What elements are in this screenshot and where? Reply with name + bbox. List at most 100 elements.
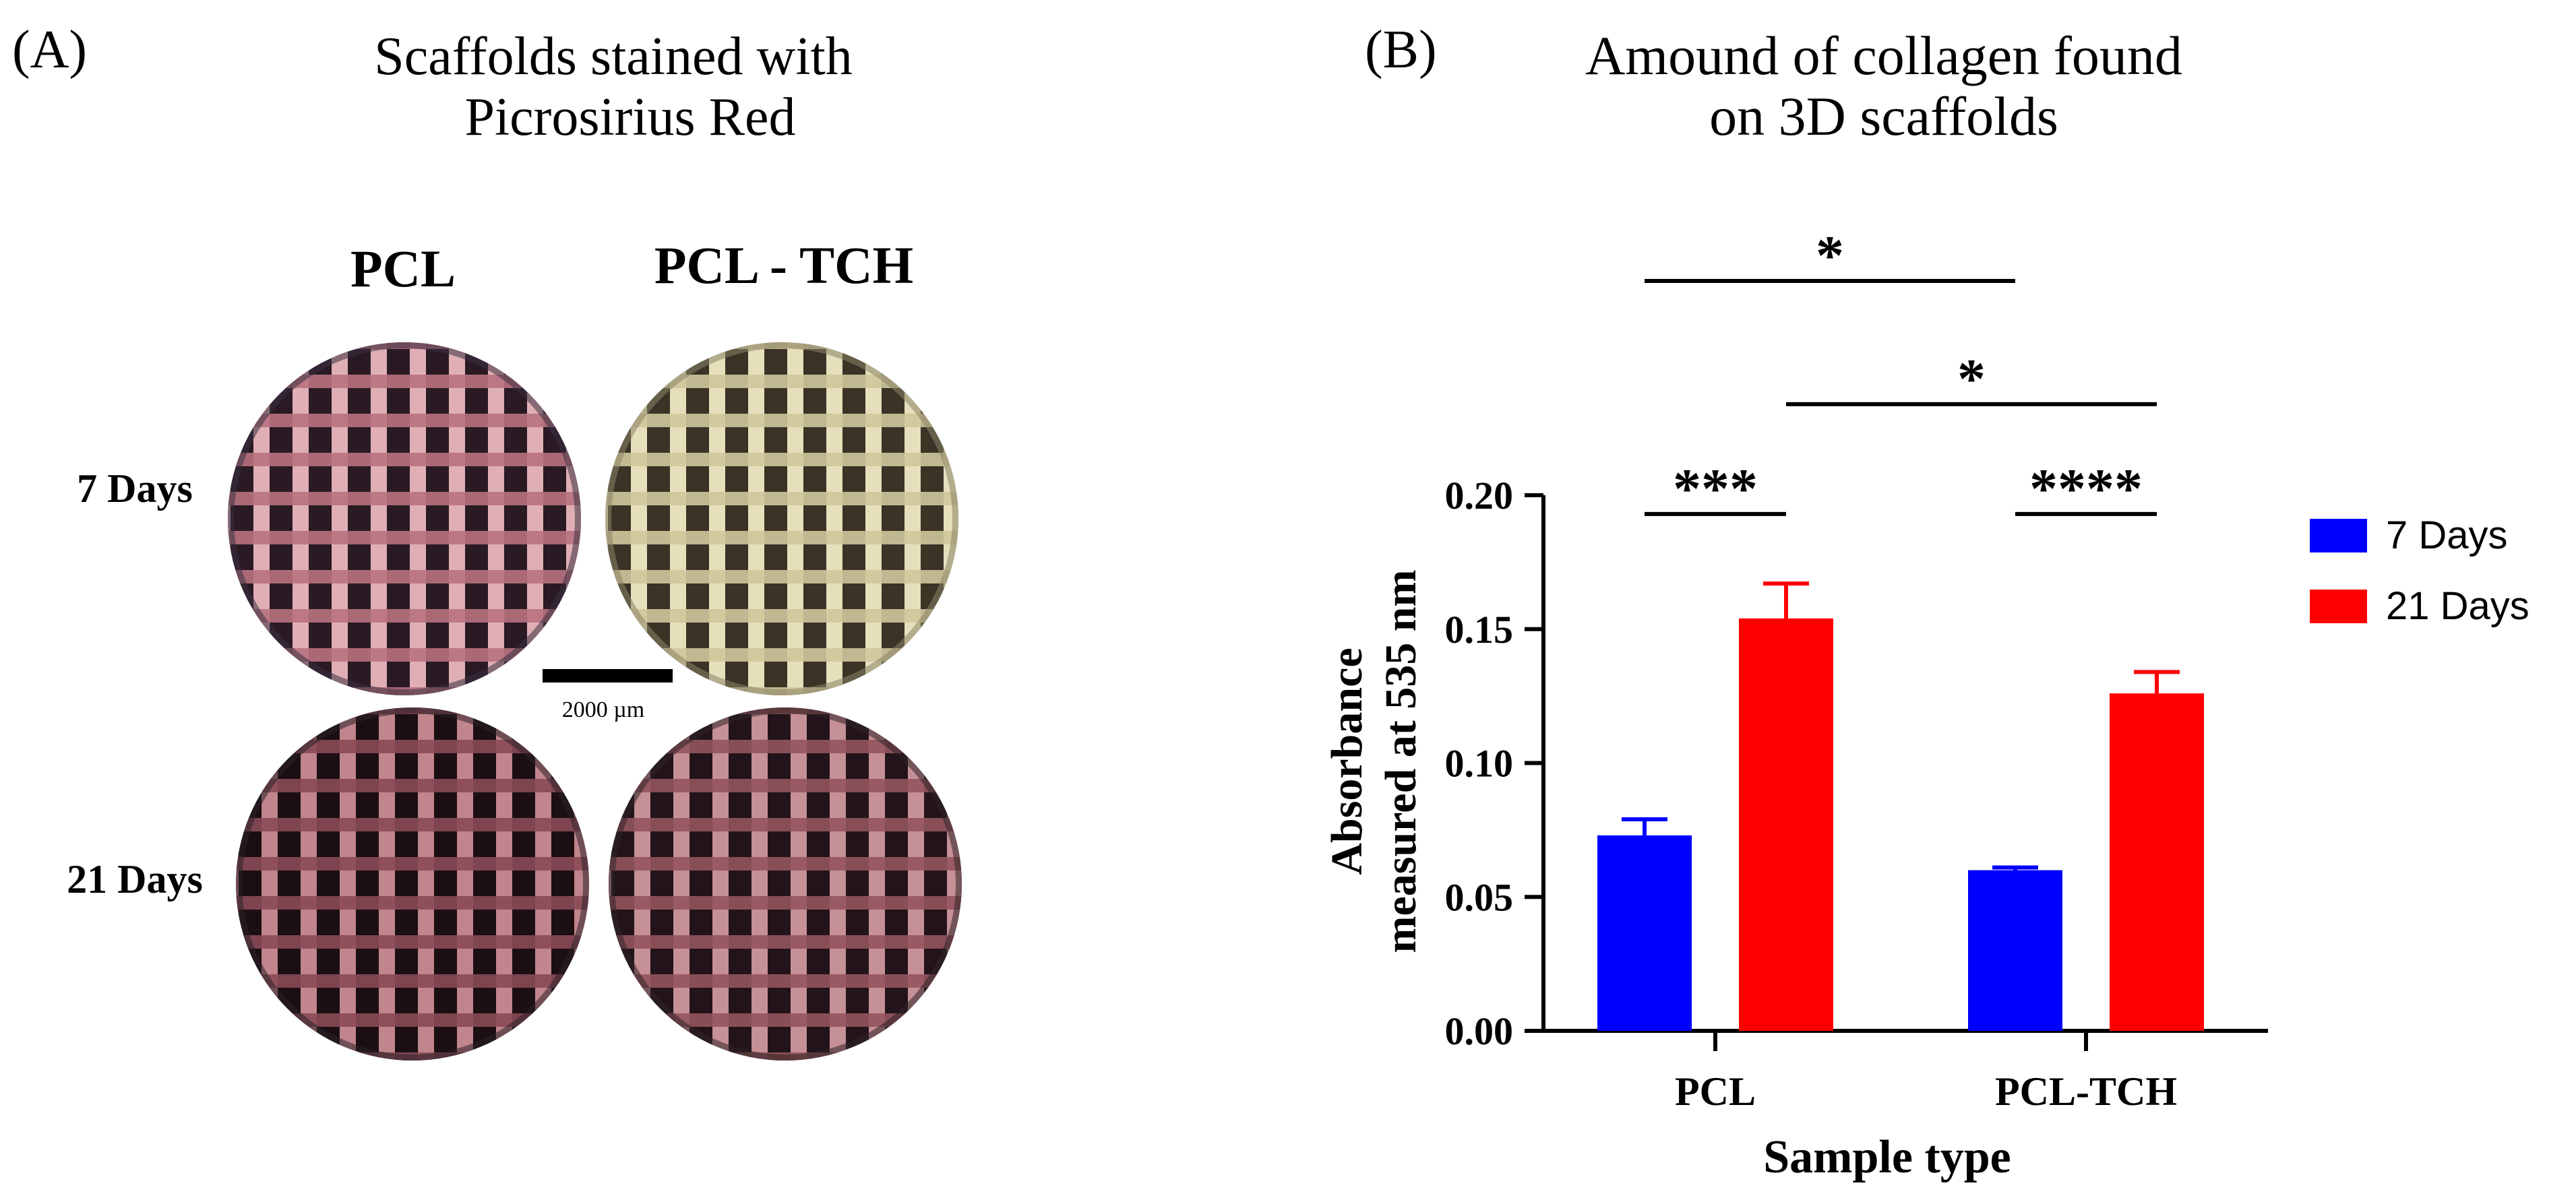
scaffold-strut — [752, 707, 768, 1061]
scaffold-strut — [228, 648, 581, 662]
x-tick-label: PCL — [1675, 1069, 1756, 1114]
scaffold-strut — [228, 531, 581, 544]
scaffold-background — [228, 342, 581, 695]
scaffold-strut — [262, 707, 278, 1061]
y-tick-label: 0.05 — [1445, 875, 1514, 919]
scaffold-strut — [301, 707, 317, 1061]
row-label-21-days: 21 Days — [67, 857, 203, 902]
scaffold-edge-shade — [605, 342, 958, 695]
scaffold-strut — [609, 935, 962, 949]
panel-b-label: (B) — [1365, 20, 1437, 80]
scaffold-strut — [236, 935, 589, 949]
y-axis-title-line2: measured at 535 nm — [1376, 570, 1425, 953]
scaffold-strut — [605, 414, 958, 427]
scaffold-strut — [457, 707, 473, 1061]
scaffold-edge-shade — [236, 707, 589, 1061]
row-label-7-days: 7 Days — [77, 466, 193, 511]
scaffold-strut — [332, 342, 348, 695]
bar-chart: 0.000.050.100.150.20 PCL PCL-TCH *** *****… — [1322, 224, 2268, 1183]
legend-label: 7 Days — [2386, 513, 2508, 557]
scaffold-strut — [634, 707, 650, 1061]
scaffold-image-pcl-tch-7-days — [605, 342, 958, 695]
x-axis: PCL PCL-TCH — [1541, 1029, 2268, 1114]
scaffold-strut — [631, 342, 647, 695]
error-bars — [1622, 581, 2180, 871]
scaffold-strut — [228, 609, 581, 623]
y-tick-label: 0.15 — [1445, 608, 1514, 652]
scaffold-strut — [228, 375, 581, 388]
panel-b-title-line1: Amound of collagen found — [1585, 25, 2182, 86]
scaffold-strut — [787, 342, 803, 695]
scaffold-strut — [673, 707, 689, 1061]
scaffold-image-pcl-21-days — [236, 707, 589, 1061]
scaffold-strut — [712, 707, 729, 1061]
scaffold-strut — [228, 453, 581, 466]
scaffold-strut — [605, 570, 958, 583]
scaffold-strut — [371, 342, 387, 695]
significance-label: *** — [1673, 457, 1758, 520]
scaffold-strut — [609, 896, 962, 910]
scale-bar-label: 2000 µm — [562, 697, 645, 722]
significance-label: * — [1957, 348, 1986, 410]
scaffold-strut — [236, 818, 589, 831]
panel-a-title-line2: Picrosirius Red — [464, 88, 795, 147]
scaffold-strut — [228, 492, 581, 505]
scaffold-strut — [236, 1013, 589, 1027]
scaffold-strut — [449, 342, 465, 695]
scaffold-strut — [830, 707, 846, 1061]
scaffold-strut — [605, 531, 958, 544]
scaffold-strut — [609, 779, 962, 792]
y-tick-label: 0.10 — [1445, 742, 1514, 786]
bar-7-days-pcl — [1597, 835, 1692, 1031]
y-axis-title-line1: Absorbance — [1322, 647, 1372, 875]
scaffold-background — [605, 342, 958, 695]
panel-a-label: (A) — [12, 20, 87, 80]
scaffold-strut — [605, 453, 958, 466]
y-axis-title: Absorbance measured at 535 nm — [1322, 570, 1425, 953]
scaffold-strut — [496, 707, 512, 1061]
scaffold-strut — [236, 974, 589, 988]
x-tick-label: PCL-TCH — [1995, 1069, 2177, 1114]
scaffold-strut — [293, 342, 309, 695]
bar-21-days-pcl — [1739, 618, 1833, 1031]
scaffold-strut — [605, 609, 958, 623]
legend-swatch — [2310, 519, 2367, 552]
scaffold-strut — [609, 818, 962, 831]
panel-a: (A) Scaffolds stained with Picrosirius R… — [12, 20, 962, 1061]
scaffold-image-pcl-7-days — [228, 342, 581, 695]
scale-bar — [543, 669, 673, 683]
y-tick-label: 0.20 — [1445, 474, 1514, 517]
scaffold-strut — [236, 740, 589, 753]
scaffold-strut — [228, 414, 581, 427]
scaffold-strut — [340, 707, 356, 1061]
scaffold-strut — [609, 1013, 962, 1027]
scaffold-background — [236, 707, 589, 1061]
legend-item: 21 Days — [2310, 584, 2529, 628]
scaffold-strut — [609, 857, 962, 871]
scaffold-strut — [791, 707, 807, 1061]
panel-a-title-line1: Scaffolds stained with — [374, 27, 853, 86]
bar-21-days-pcl-tch — [2110, 693, 2204, 1031]
significance-label: **** — [2029, 457, 2143, 520]
scaffold-strut — [709, 342, 725, 695]
scaffold-strut — [488, 342, 504, 695]
scaffold-strut — [410, 342, 426, 695]
col-header-pcl: PCL — [350, 239, 456, 298]
y-axis: 0.00 0.05 0.10 0.15 0.20 — [1445, 474, 1545, 1053]
scaffold-image-pcl-tch-21-days — [609, 707, 962, 1061]
scaffold-strut — [228, 570, 581, 583]
scaffold-strut — [826, 342, 842, 695]
bars — [1597, 618, 2204, 1031]
scaffold-strut — [748, 342, 764, 695]
scaffold-strut — [869, 707, 885, 1061]
scaffold-background — [609, 707, 962, 1061]
legend: 7 Days 21 Days — [2310, 513, 2529, 628]
col-header-pcl-tch: PCL - TCH — [654, 236, 913, 294]
x-axis-title: Sample type — [1763, 1131, 2011, 1183]
legend-label: 21 Days — [2386, 584, 2529, 628]
scaffold-strut — [418, 707, 434, 1061]
scaffold-strut — [609, 974, 962, 988]
panel-b-title-line2: on 3D scaffolds — [1709, 86, 2058, 147]
scaffold-strut — [253, 342, 270, 695]
